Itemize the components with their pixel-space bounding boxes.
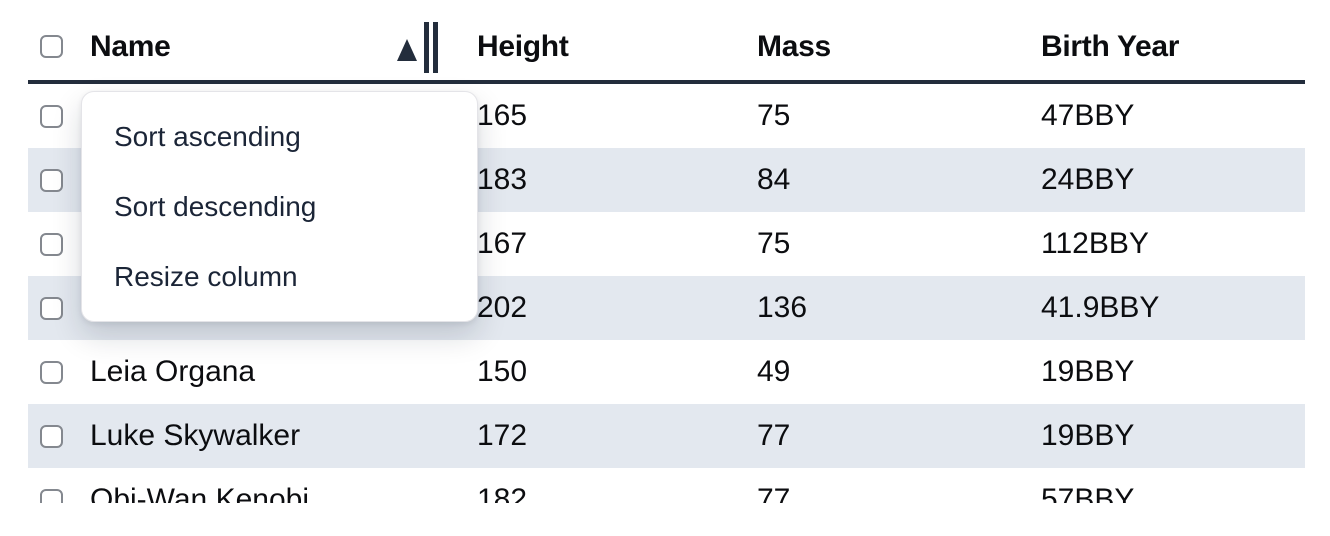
cell-birth-year: 47BBY	[1041, 99, 1135, 132]
cell-birth-year: 24BBY	[1041, 163, 1135, 196]
cell-mass: 75	[757, 99, 791, 132]
menu-item-resize-column[interactable]: Resize column	[114, 261, 298, 292]
table-row: Leia Organa 150 49 19BBY	[28, 340, 1305, 404]
cell-height: 172	[477, 419, 528, 452]
cell-mass: 77	[757, 483, 791, 503]
row-checkbox[interactable]	[40, 360, 63, 384]
row-checkbox-cell	[28, 104, 90, 128]
column-header-birth-year-label: Birth Year	[1041, 29, 1180, 63]
select-all-checkbox[interactable]	[40, 35, 63, 58]
column-header-birth-year[interactable]: Birth Year	[1041, 0, 1305, 80]
cell-height: 183	[477, 163, 528, 196]
row-checkbox[interactable]	[40, 168, 63, 192]
menu-item-sort-descending[interactable]: Sort descending	[114, 191, 317, 222]
table-row: Luke Skywalker 172 77 19BBY	[28, 404, 1305, 468]
table-header-row: Name Height Mass Birth Year	[28, 0, 1305, 84]
row-checkbox[interactable]	[40, 424, 63, 448]
cell-mass: 49	[757, 355, 791, 388]
table-body: 165 75 47BBY 183 84 24BBY 167 75 112BBY …	[28, 84, 1305, 503]
row-checkbox[interactable]	[40, 104, 63, 128]
row-checkbox[interactable]	[40, 232, 63, 256]
cell-height: 150	[477, 355, 528, 388]
cell-height: 182	[477, 483, 528, 503]
column-header-name[interactable]: Name	[90, 0, 477, 80]
cell-birth-year: 57BBY	[1041, 483, 1135, 503]
cell-birth-year: 112BBY	[1041, 227, 1149, 260]
column-header-height-label: Height	[477, 29, 569, 63]
menu-item-sort-ascending[interactable]: Sort ascending	[114, 121, 301, 152]
row-checkbox-cell	[28, 360, 90, 384]
header-checkbox-cell	[28, 0, 90, 80]
column-header-name-label: Name	[90, 29, 171, 63]
sort-ascending-icon	[397, 39, 417, 61]
row-checkbox[interactable]	[40, 488, 63, 503]
row-checkbox-cell	[28, 488, 90, 503]
cell-height: 202	[477, 291, 528, 324]
cell-name: Leia Organa	[90, 355, 256, 388]
cell-birth-year: 19BBY	[1041, 419, 1135, 452]
row-checkbox[interactable]	[40, 296, 63, 320]
cell-birth-year: 19BBY	[1041, 355, 1135, 388]
cell-mass: 77	[757, 419, 791, 452]
column-resize-handle[interactable]	[424, 22, 438, 73]
row-checkbox-cell	[28, 424, 90, 448]
cell-mass: 84	[757, 163, 791, 196]
row-checkbox-cell	[28, 168, 90, 192]
cell-name: Obi-Wan Kenobi	[90, 483, 309, 503]
cell-mass: 75	[757, 227, 791, 260]
cell-height: 167	[477, 227, 528, 260]
column-header-height[interactable]: Height	[477, 0, 757, 80]
row-checkbox-cell	[28, 296, 90, 320]
cell-birth-year: 41.9BBY	[1041, 291, 1160, 324]
table-row: Obi-Wan Kenobi 182 77 57BBY	[28, 468, 1305, 503]
cell-name: Luke Skywalker	[90, 419, 301, 452]
cell-height: 165	[477, 99, 528, 132]
row-checkbox-cell	[28, 232, 90, 256]
column-header-mass-label: Mass	[757, 29, 831, 63]
cell-mass: 136	[757, 291, 808, 324]
column-context-menu: Sort ascending Sort descending Resize co…	[81, 91, 478, 322]
column-header-mass[interactable]: Mass	[757, 0, 1041, 80]
data-table: Name Height Mass Birth Year 165 75 47BBY	[28, 0, 1305, 503]
